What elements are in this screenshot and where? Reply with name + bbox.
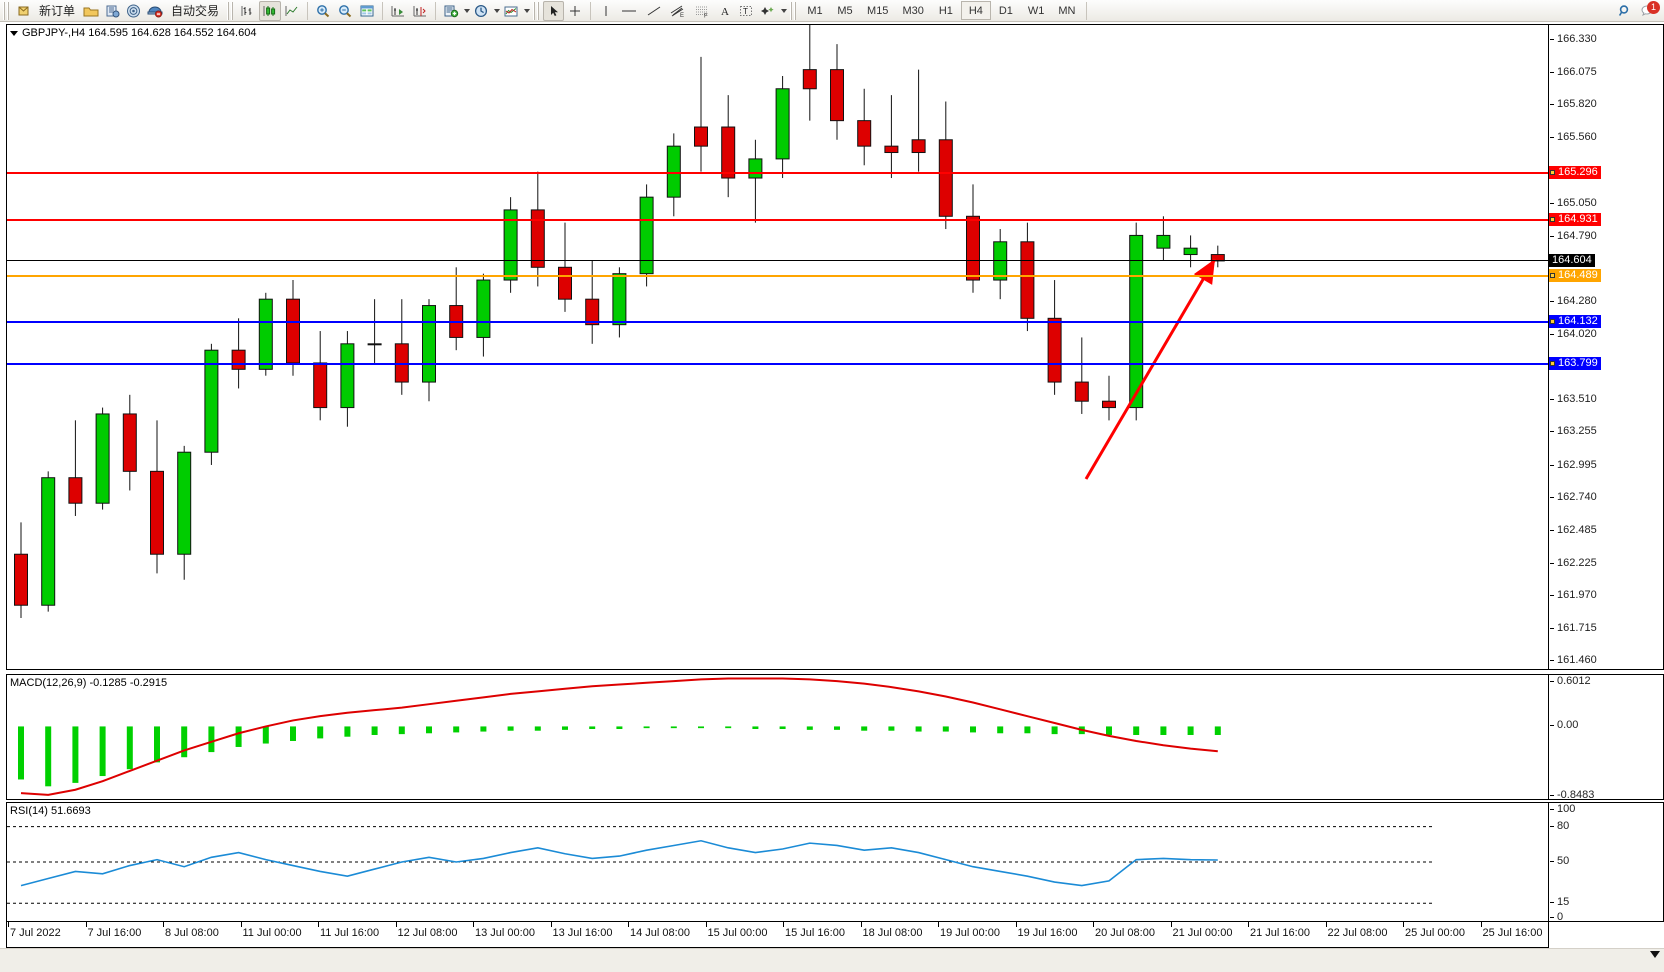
indicators-dropdown-caret[interactable] [464, 8, 471, 13]
bottom-strip [0, 948, 1664, 972]
fibonacci-icon[interactable]: F [690, 1, 714, 21]
text-icon[interactable]: T [735, 1, 757, 21]
tab-timeframe-mn[interactable]: MN [1058, 4, 1076, 17]
period-icon[interactable] [470, 1, 492, 21]
tab-timeframe-d1[interactable]: D1 [998, 4, 1013, 17]
candlestick-series [14, 25, 1225, 618]
notifications-icon[interactable]: 1 [1636, 0, 1660, 21]
toolbar-separator-5 [1086, 1, 1088, 20]
search-icon[interactable] [1614, 1, 1636, 21]
chart-shift-icon[interactable] [409, 1, 431, 21]
chart-header: GBPJPY-,H4 164.595 164.628 164.552 164.6… [10, 27, 261, 39]
tab-timeframe-h1[interactable]: H1 [938, 4, 953, 17]
text-label-icon[interactable]: A [714, 1, 735, 21]
price-axis[interactable]: 166.330 166.075 165.820 165.560 165.050 164.7… [1548, 25, 1663, 669]
svg-text:E: E [680, 13, 684, 18]
tab-timeframe-m15[interactable]: M15 [867, 4, 889, 17]
time-axis[interactable]: 7 Jul 2022 7 Jul 16:00 8 Jul 08:00 11 Jul 0… [6, 922, 1549, 948]
autotrading-icon[interactable] [144, 1, 166, 21]
shapes-dropdown-caret[interactable] [781, 8, 788, 13]
last-price-label[interactable]: 164.604 [1549, 254, 1595, 268]
chart-header-text: GBPJPY-,H4 164.595 164.628 164.552 164.6… [22, 27, 257, 39]
tab-timeframe-m1[interactable]: M1 [807, 4, 823, 17]
svg-text:F: F [704, 13, 708, 18]
svg-text:A: A [721, 6, 729, 18]
cursor-icon[interactable] [543, 0, 565, 21]
bar-chart-icon[interactable] [237, 1, 259, 21]
line-chart-icon[interactable] [281, 1, 303, 21]
bid-line-line[interactable] [7, 275, 1548, 278]
toolbar-separator-2 [382, 1, 384, 20]
crosshair-icon[interactable] [564, 1, 586, 21]
auto-scroll-icon[interactable] [387, 1, 409, 21]
resistance-2-label[interactable]: 165.296 [1549, 166, 1601, 180]
toolbar-grip-3[interactable] [533, 1, 541, 20]
price-chart-panel[interactable]: GBPJPY-,H4 164.595 164.628 164.552 164.6… [6, 24, 1664, 670]
toolbar-grip-2[interactable] [227, 1, 235, 20]
support-1-line[interactable] [7, 320, 1548, 323]
toolbar-grip[interactable] [3, 1, 10, 20]
zoom-out-icon[interactable] [334, 1, 356, 21]
rsi-axis[interactable]: 100 80 50 15 0 [1548, 803, 1663, 923]
tab-timeframe-h4[interactable]: H4 [960, 1, 991, 20]
new-order-label[interactable]: 新订单 [39, 4, 76, 18]
folder-icon[interactable] [80, 1, 102, 21]
main-toolbar: 新订单 自动交易 [0, 0, 1664, 22]
rsi-label: RSI(14) 51.6693 [10, 805, 91, 817]
autotrading-label[interactable]: 自动交易 [171, 4, 220, 18]
toolbar-separator-4 [590, 1, 592, 20]
macd-label: MACD(12,26,9) -0.1285 -0.2915 [10, 677, 168, 689]
last-price-line[interactable] [7, 260, 1548, 262]
horizontal-line-icon[interactable] [616, 1, 642, 21]
data-window-icon[interactable] [102, 1, 123, 21]
rsi-panel[interactable]: RSI(14) 51.6693 100 80 50 15 0 [6, 802, 1664, 923]
rsi-plot[interactable] [7, 803, 1548, 921]
rsi-series [7, 826, 1435, 904]
toolbar-separator-3 [435, 1, 437, 20]
support-2-label[interactable]: 163.799 [1549, 357, 1601, 371]
resistance-1-label[interactable]: 164.931 [1549, 212, 1601, 226]
tab-timeframe-m5[interactable]: M5 [837, 4, 853, 17]
macd-panel[interactable]: MACD(12,26,9) -0.1285 -0.2915 0.6012 0.00… [6, 674, 1664, 801]
indicators-icon[interactable] [440, 1, 462, 21]
new-order-icon[interactable] [13, 1, 34, 21]
vertical-line-icon[interactable] [595, 1, 616, 21]
templates-icon[interactable] [500, 1, 522, 21]
macd-axis[interactable]: 0.6012 0.00 -0.8483 [1548, 675, 1663, 801]
scroll-down-triangle[interactable] [1650, 951, 1660, 958]
equidistant-channel-icon[interactable]: E [666, 1, 690, 21]
candlestick-chart-icon[interactable] [259, 0, 282, 21]
resistance-1-line[interactable] [7, 218, 1548, 221]
signals-icon[interactable] [123, 1, 144, 21]
tile-windows-icon[interactable] [356, 1, 378, 21]
templates-dropdown-caret[interactable] [524, 8, 531, 13]
macd-header: MACD(12,26,9) -0.1285 -0.2915 [10, 677, 172, 689]
rsi-header: RSI(14) 51.6693 [10, 805, 95, 817]
chart-area: GBPJPY-,H4 164.595 164.628 164.552 164.6… [0, 22, 1664, 972]
trendline-icon[interactable] [642, 1, 666, 21]
chart-menu-triangle-icon[interactable] [10, 30, 18, 36]
zoom-in-icon[interactable] [312, 1, 334, 21]
toolbar-grip-4[interactable] [790, 1, 798, 20]
bid-line-label[interactable]: 164.489 [1549, 269, 1601, 283]
resistance-2-line[interactable] [7, 172, 1548, 175]
period-dropdown-caret[interactable] [494, 8, 501, 13]
toolbar-separator-1 [307, 1, 309, 20]
svg-text:T: T [743, 7, 748, 16]
macd-plot[interactable] [7, 675, 1548, 799]
tab-timeframe-w1[interactable]: W1 [1027, 4, 1045, 17]
macd-series [18, 677, 1221, 796]
tab-timeframe-m30[interactable]: M30 [902, 4, 924, 17]
support-2-line[interactable] [7, 363, 1548, 366]
price-plot[interactable] [7, 25, 1548, 669]
shapes-icon[interactable] [757, 1, 779, 21]
notification-badge: 1 [1647, 0, 1660, 14]
support-1-label[interactable]: 164.132 [1549, 314, 1601, 328]
